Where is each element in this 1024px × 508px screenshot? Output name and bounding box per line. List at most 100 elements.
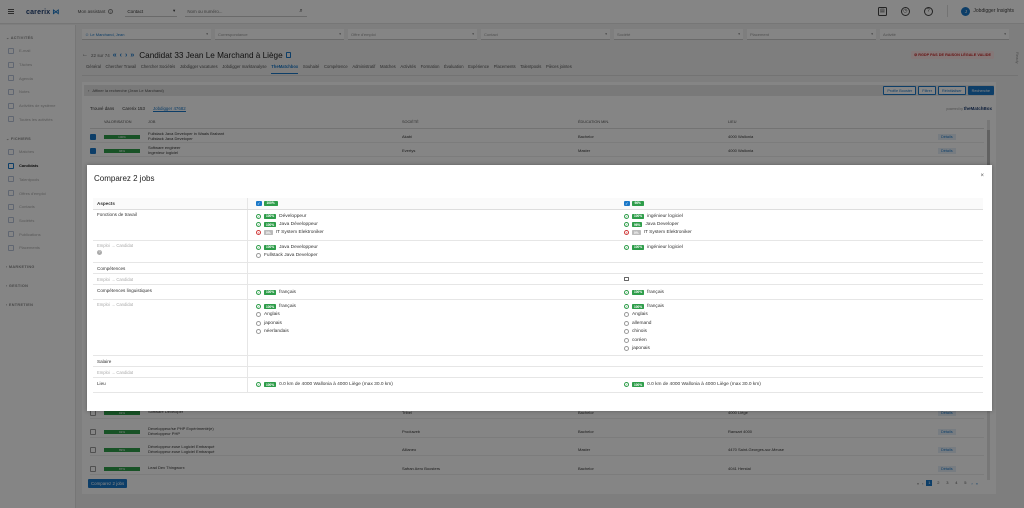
column-valorisation[interactable]: VALORISATION [104,120,132,124]
my-assistant[interactable]: Mon assistant i [78,9,114,14]
scrollbar-thumb[interactable] [987,130,990,190]
sidebar-item-agenda[interactable]: Agenda [0,71,75,85]
sidebar-section-activites[interactable]: ⌄ ACTIVITÉS [6,36,34,40]
side-panel-toggle[interactable]: Ready [1015,52,1020,64]
page-1[interactable]: 1 [926,480,933,486]
column-lieu[interactable]: LIEU [728,120,737,124]
page-3[interactable]: 3 [946,480,949,485]
check-icon[interactable]: ✓ [624,200,630,206]
check-icon[interactable]: ✓ [256,200,262,206]
filter-offre[interactable]: Offre d'emploi ▾ [348,29,477,40]
sidebar-item-publications[interactable]: Publications [0,227,75,241]
details-button[interactable]: Détails [938,428,956,435]
tab-experience[interactable]: Expérience [468,64,490,69]
close-icon[interactable]: × [980,173,984,179]
refine-search-bar[interactable]: › Affiner la recherche (Jean Le Marchand… [84,85,994,96]
table-row[interactable]: 91% Developpeur/se PHP Expérimenté(e) Dé… [90,426,984,438]
tab-thematchbox[interactable]: TheMatchbox [271,64,299,74]
tab-chercher-societes[interactable]: Chercher Sociétés [140,64,176,69]
row-checkbox[interactable] [90,133,96,140]
page-5[interactable]: 5 [964,480,967,485]
filter-button[interactable]: Filtrer [918,86,936,95]
document-icon[interactable]: ▤ [877,6,887,16]
sidebar-section-fichiers[interactable]: ⌄ FICHIERS [6,137,31,142]
compare-jobs-button[interactable]: Comparez 2 jobs [88,479,128,488]
column-societe[interactable]: SOCIÉTÉ [402,120,419,124]
job-title[interactable]: Développeur.euse Logiciel Embarqué Dével… [148,443,215,454]
row-checkbox[interactable] [90,465,96,472]
search-input[interactable] [185,6,308,17]
job-title[interactable]: Lead Dev Thingworx [148,465,185,471]
tab-administratif[interactable]: Administratif [352,64,376,69]
tab-talentpools[interactable]: Talentpools [520,64,542,69]
copy-icon[interactable] [285,52,291,58]
row-checkbox[interactable] [90,428,96,435]
job-title[interactable]: Developpeur/se PHP Expérimenté(e) Dévelo… [148,425,214,436]
page-2[interactable]: 2 [937,480,940,485]
table-row[interactable]: 100% Fullstack Java Developer in Waals B… [90,131,984,143]
search-icon[interactable]: ⌕ [299,8,303,14]
details-button[interactable]: Détails [938,446,956,453]
details-button[interactable]: Détails [938,133,956,140]
sidebar-section-marketing[interactable]: › MARKETING [6,264,35,269]
sidebar-item-talentpools[interactable]: Talentpools [0,173,75,187]
tab-jobdigger-vacatures[interactable]: Jobdigger vacatures [179,64,218,69]
tab-competence[interactable]: Compétence [323,64,348,69]
details-button[interactable]: Détails [938,409,956,416]
table-row[interactable]: 96% Software engineer Ingenieur logiciel… [90,145,984,157]
column-job[interactable]: JOB [148,120,156,124]
tab-matches[interactable]: Matches [379,64,396,69]
tab-evaluation[interactable]: Évaluation [444,64,464,69]
job-title[interactable]: Fullstack Java Developer in Waals Braban… [148,130,225,141]
next-page-icon[interactable]: › [971,480,973,486]
tab-general[interactable]: Général [86,64,101,69]
job-title[interactable]: Software Developer [148,409,184,415]
sidebar-item-toutes-activites[interactable]: Toutes les activités [0,112,75,126]
sidebar-section-entretien[interactable]: › ENTRETIEN [6,302,34,307]
table-row[interactable]: 93% Software Developer Tribel Bachelor 4… [90,407,984,419]
help-icon[interactable]: ? [923,6,933,16]
next-record-icon[interactable]: › [125,51,128,59]
row-checkbox[interactable] [90,147,96,154]
sidebar-item-taches[interactable]: Tâches [0,58,75,72]
sidebar-item-offres[interactable]: Offres d'emploi [0,186,75,200]
details-button[interactable]: Détails [938,147,956,154]
last-page-icon[interactable]: » [975,480,978,486]
previous-page-icon[interactable]: ‹ [922,480,924,486]
first-page-icon[interactable]: « [916,480,920,486]
previous-record-icon[interactable]: ‹ [119,51,123,59]
tab-carerix[interactable]: Carerix 153 [122,106,145,111]
menu-icon[interactable] [8,8,14,16]
logo[interactable]: carerix ⋈ [26,8,60,16]
sidebar-item-candidats[interactable]: Candidats [0,159,75,173]
tab-jobdigger-marktanalyse[interactable]: Jobdigger marktanalyse [222,64,267,69]
sidebar-item-notes[interactable]: Notes [0,85,75,99]
reset-button[interactable]: Réinitialiser [938,86,966,95]
search-type-select[interactable]: Contact ▾ [125,7,178,17]
tab-chercher-travail[interactable]: Chercher Travail [105,64,137,69]
sidebar-item-email[interactable]: E-mail [0,44,75,58]
sidebar-item-matches[interactable]: Matches [0,145,75,159]
back-arrow-icon[interactable]: ← [82,52,88,58]
first-record-icon[interactable]: « [112,51,117,59]
search-button[interactable]: Recherche [967,86,994,95]
row-checkbox[interactable] [90,446,96,453]
sidebar-item-placements[interactable]: Placements [0,241,75,255]
filter-candidate[interactable]: ☺ Le Marchand, Jean ▾ [82,29,211,40]
profile-booster-button[interactable]: Profile Booster [883,86,917,95]
job-title[interactable]: Software engineer Ingenieur logiciel [148,144,181,155]
tab-activites[interactable]: Activités [400,64,416,69]
tab-jobdigger[interactable]: Jobdigger 47682 [152,106,186,112]
filter-placement[interactable]: Placement ▾ [747,29,876,40]
tab-pieces-jointes[interactable]: Pièces jointes [545,64,572,69]
details-button[interactable]: Détails [938,465,956,472]
table-row[interactable]: 87% Lead Dev Thingworx Safran Aero Boost… [90,463,984,475]
filter-contact[interactable]: Contact ▾ [481,29,610,40]
last-record-icon[interactable]: » [130,51,135,59]
column-education[interactable]: ÉDUCATION MIN. [578,120,610,124]
tab-formation[interactable]: Formation [420,64,440,69]
sidebar-item-activites-systeme[interactable]: Activités de système [0,99,75,113]
filter-correspondance[interactable]: Correspondance ▾ [215,29,344,40]
tab-placements[interactable]: Placements [493,64,516,69]
filter-activite[interactable]: Activité ▾ [880,29,1009,40]
